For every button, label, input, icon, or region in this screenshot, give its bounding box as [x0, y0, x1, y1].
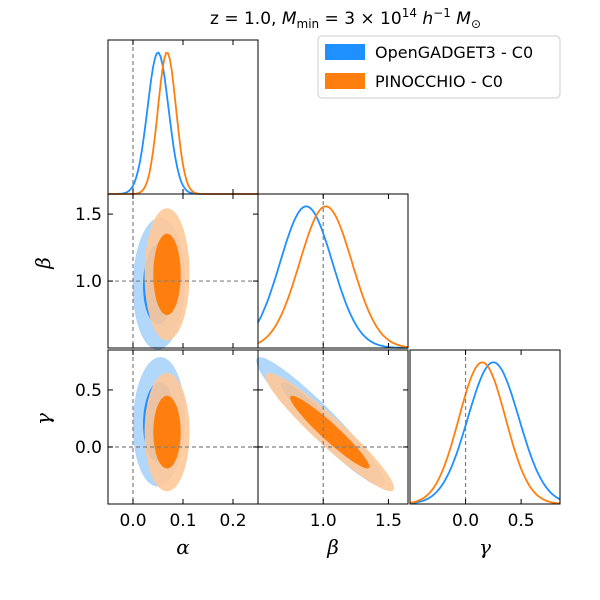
marginal-curve-gamma-series-0	[409, 361, 561, 505]
contour-68-alpha-gamma-series-1	[153, 395, 181, 469]
panel-frame-gamma-gamma	[409, 349, 561, 505]
x-axis-label-alpha: α	[176, 535, 190, 559]
panel-alpha-alpha	[107, 39, 259, 195]
x-tick-label-alpha-1: 0.1	[169, 511, 196, 531]
marginal-curve-alpha-series-1	[108, 52, 258, 195]
legend: OpenGADGET3 - C0 PINOCCHIO - C0	[317, 35, 561, 99]
legend-entry-0: OpenGADGET3 - C0	[375, 43, 533, 62]
x-axis-label-gamma: γ	[479, 535, 491, 559]
x-tick-label-gamma-0: 0.0	[452, 511, 479, 531]
marginal-curve-beta-series-1	[257, 205, 409, 348]
marginal-curve-beta-series-0	[257, 205, 408, 349]
panel-alpha-beta	[107, 193, 259, 350]
x-tick-label-beta-1: 1.5	[375, 511, 402, 531]
legend-swatch-1	[325, 73, 365, 89]
x-axis-label-beta: β	[326, 535, 339, 559]
panel-beta-gamma	[256, 349, 409, 505]
contour-68-beta-gamma-series-1	[290, 395, 370, 469]
y-axis-label-gamma: γ	[31, 413, 55, 425]
x-tick-label-beta-0: 1.0	[310, 511, 337, 531]
legend-entry-1: PINOCCHIO - C0	[375, 72, 503, 91]
x-tick-label-alpha-0: 0.0	[119, 511, 146, 531]
legend-box	[317, 35, 561, 99]
x-tick-label-gamma-1: 0.5	[508, 511, 535, 531]
x-tick-label-alpha-2: 0.2	[219, 511, 246, 531]
contour-68-alpha-beta-series-1	[153, 233, 181, 316]
legend-swatch-0	[325, 44, 365, 60]
y-tick-label-beta-1: 1.5	[75, 205, 102, 225]
y-axis-label-beta: β	[31, 257, 55, 270]
y-tick-label-gamma-1: 0.5	[75, 381, 102, 401]
panel-gamma-gamma	[409, 349, 561, 505]
y-tick-label-gamma-0: 0.0	[75, 438, 102, 458]
marginal-curve-gamma-series-1	[409, 361, 561, 505]
panel-frame-beta-beta	[257, 193, 409, 349]
marginal-curve-alpha-series-0	[108, 51, 258, 195]
panel-beta-beta	[257, 193, 409, 349]
panel-alpha-gamma	[107, 349, 259, 505]
panel-frame-alpha-alpha	[107, 39, 259, 195]
panel-frame-beta-gamma	[257, 349, 409, 505]
y-tick-label-beta-0: 1.0	[75, 272, 102, 292]
chart-title: z = 1.0, Mmin = 3 × 1014 h−1 M⊙	[210, 6, 481, 31]
